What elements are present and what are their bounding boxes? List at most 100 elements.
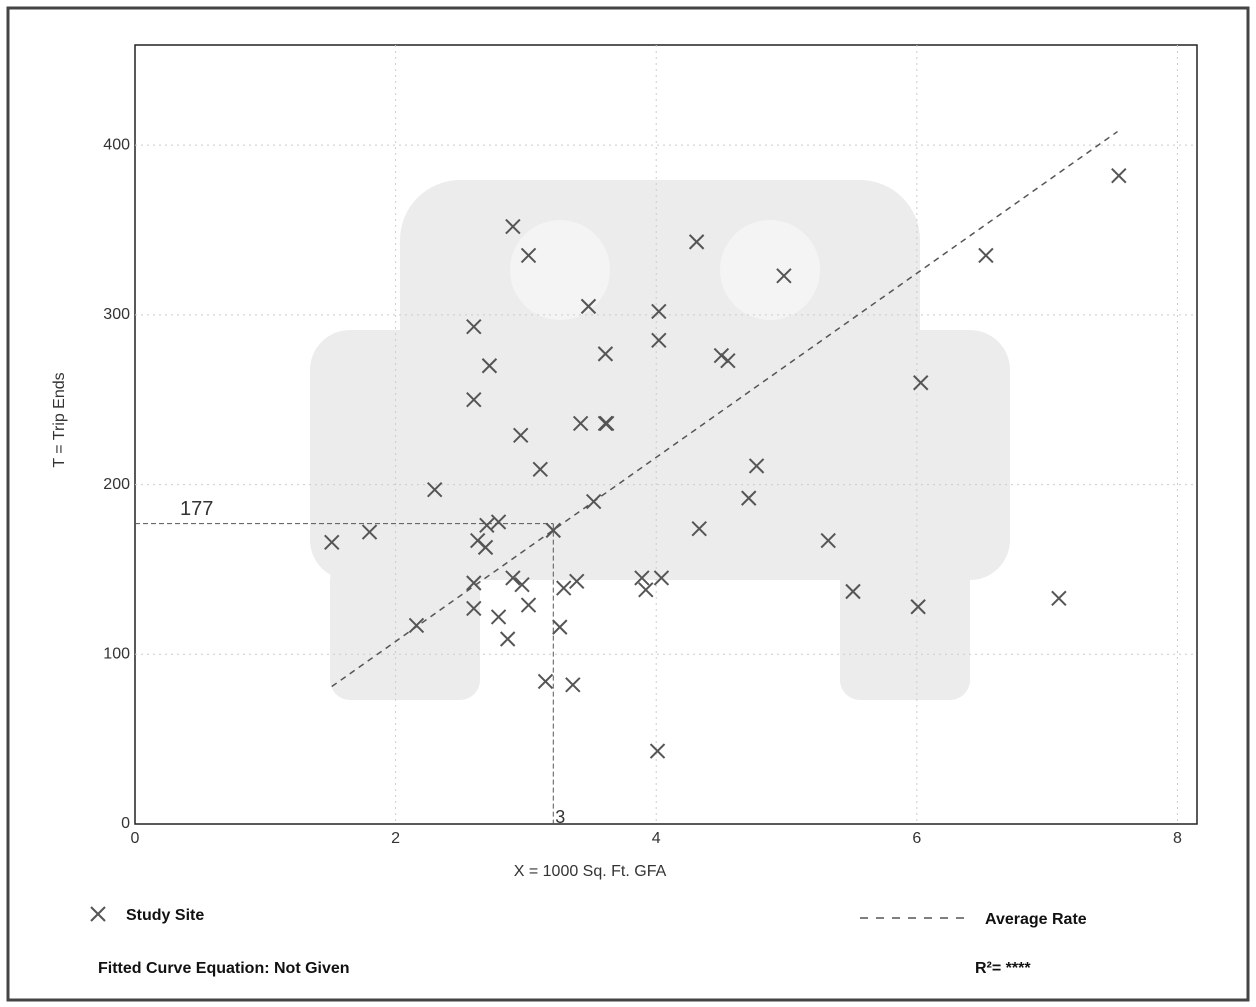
data-point [634,570,650,586]
legend-label: Study Site [126,907,204,924]
y-tick-label: 200 [103,476,130,493]
cross-stroke [572,415,589,432]
cross-stroke [545,522,561,539]
cross-stroke [513,427,529,444]
x-axis-label: X = 1000 Sq. Ft. GFA [514,863,667,880]
data-point [514,576,530,593]
data-point [520,597,537,613]
x-tick-label: 4 [652,830,661,847]
cross-stroke [720,352,736,369]
data-point [408,617,425,634]
cross-stroke [408,617,425,634]
cross-stroke [748,458,765,474]
cross-stroke [688,234,705,250]
data-point [565,677,581,693]
cross-stroke [537,673,554,690]
data-point [597,346,614,362]
cross-stroke [913,375,929,391]
cross-stroke [580,298,597,315]
cross-stroke [651,303,667,320]
data-point [599,415,615,432]
data-point [466,392,482,408]
cross-stroke [481,358,498,374]
legend-label: Average Rate [985,911,1087,928]
x-tick-label: 6 [912,830,921,847]
cross-stroke [505,218,521,235]
cross-stroke [466,575,482,591]
cross-stroke [597,346,614,362]
cross-stroke [820,532,836,549]
cross-stroke [324,534,340,550]
data-point [713,347,730,364]
data-point [466,575,482,591]
cross-stroke [477,539,494,556]
data-point [638,582,654,598]
data-point [776,268,792,284]
plot-area [134,44,1198,825]
data-point [545,522,561,539]
cross-stroke [520,247,537,264]
data-point [426,481,443,498]
data-point [490,514,507,530]
cross-stroke [361,524,378,540]
data-point [481,358,498,374]
cross-stroke [713,347,730,364]
y-tick-label: 100 [103,646,130,663]
legend-symbol [90,906,106,922]
data-point [748,458,765,474]
cross-stroke [569,573,585,590]
y-tick-label: 0 [121,815,130,832]
fitted-curve-note: Fitted Curve Equation: Not Given [98,960,350,977]
y-tick-label: 300 [103,306,130,323]
watermark [310,180,1010,700]
data-point [477,539,494,556]
cross-stroke [426,481,443,498]
data-point [1111,167,1127,184]
cross-stroke [653,570,670,586]
data-point [720,352,736,369]
data-point [361,524,378,540]
y-tick-label: 400 [103,136,130,153]
data-point [556,580,572,596]
cross-stroke [499,631,516,647]
data-point [537,673,554,690]
cross-stroke [479,517,495,534]
cross-stroke [466,392,482,408]
data-point [649,743,666,759]
cross-stroke [978,247,994,264]
x-tick-label: 0 [131,830,140,847]
data-point [820,532,836,549]
data-point [466,319,482,335]
data-point [505,218,521,235]
reference-label: 177 [180,498,213,520]
cross-stroke [634,570,650,586]
r-squared-note: R²= **** [975,960,1031,977]
data-point [691,520,707,537]
cross-stroke [1051,590,1067,606]
data-point [572,415,589,432]
data-point [569,573,585,590]
data-point [505,570,521,586]
data-point [845,583,861,600]
data-point [532,461,548,477]
cross-stroke [651,332,667,349]
data-point [552,619,568,635]
cross-stroke [599,415,615,432]
page-frame [6,6,1250,1002]
data-point [1051,590,1067,606]
data-point [490,609,507,625]
data-point [978,247,994,264]
cross-stroke [556,580,572,596]
x-tick-label: 8 [1173,830,1182,847]
data-point [324,534,340,550]
cross-stroke [776,268,792,284]
data-point [466,600,482,617]
cross-stroke [90,906,106,922]
cross-stroke [741,490,757,506]
cross-stroke [552,619,568,635]
cross-stroke [490,609,507,625]
x-tick-label: 2 [391,830,400,847]
data-point [688,234,705,250]
cross-stroke [1111,167,1127,184]
